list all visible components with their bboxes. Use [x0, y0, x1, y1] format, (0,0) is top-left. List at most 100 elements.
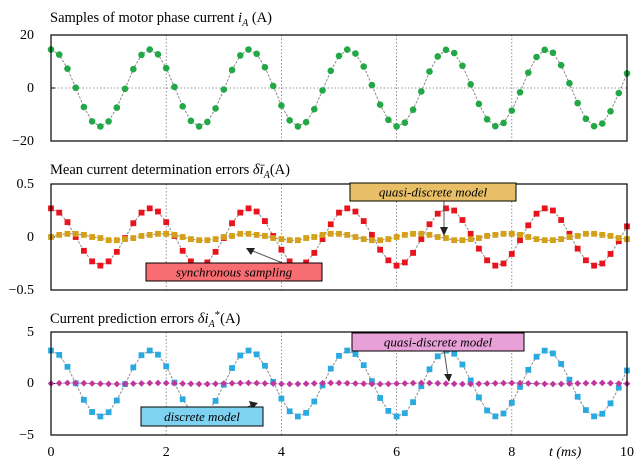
quasi-discrete-model-panel3-point	[475, 380, 483, 388]
synchronous-sampling-panel2-point	[393, 262, 400, 269]
synchronous-sampling-panel2-point	[56, 209, 63, 216]
synchronous-sampling-panel2-point	[434, 210, 441, 217]
annotation-p3-quasi-leader	[443, 349, 449, 378]
discrete-model-panel3-point	[97, 413, 104, 420]
synchronous-sampling-panel2-point	[443, 205, 449, 212]
quasi-discrete-model-panel2-point	[368, 237, 375, 244]
quasi-discrete-model-panel2-point	[615, 235, 622, 241]
quasi-discrete-model-panel2-point	[582, 230, 589, 237]
quasi-discrete-model-panel2-point	[410, 230, 416, 237]
synchronous-sampling-panel2-point	[360, 218, 367, 224]
series-panel1-point	[524, 69, 532, 76]
synchronous-sampling-panel2-point	[105, 258, 112, 265]
discrete-model-panel3-point	[607, 400, 614, 407]
discrete-model-panel3-point	[517, 383, 523, 390]
quasi-discrete-model-panel3-point	[294, 380, 302, 388]
panel3-title: Current prediction errors δiA*(A)	[50, 309, 240, 330]
panel1-ytick-top: 20	[20, 28, 34, 43]
quasi-discrete-model-panel3-point	[269, 380, 277, 387]
synchronous-sampling-panel2-point	[508, 251, 515, 257]
quasi-discrete-model-panel2-point	[89, 234, 96, 240]
discrete-model-panel3-point	[558, 361, 565, 367]
series-panel1-point	[426, 68, 433, 75]
series-panel1-point	[302, 118, 310, 126]
quasi-discrete-model-panel3-point	[500, 379, 507, 387]
quasi-discrete-model-panel2-point	[80, 231, 87, 238]
series-panel1-point	[97, 123, 104, 130]
series-panel1-point	[492, 122, 499, 130]
quasi-discrete-model-panel3-point	[524, 380, 532, 387]
discrete-model-panel3-point	[476, 394, 482, 401]
series-panel1-point	[261, 64, 269, 71]
quasi-discrete-model-panel3-point	[253, 379, 260, 387]
series-panel1-point	[212, 105, 219, 112]
quasi-discrete-model-panel2-point	[319, 231, 326, 238]
synchronous-sampling-panel2-line	[50, 207, 628, 267]
discrete-model-panel3-point	[89, 409, 96, 415]
synchronous-sampling-panel2-point	[245, 205, 252, 212]
synchronous-sampling-panel2-point	[492, 262, 499, 269]
series-panel1-point	[187, 117, 195, 125]
quasi-discrete-model-panel3-point	[80, 379, 88, 387]
quasi-discrete-model-panel2-point	[237, 230, 244, 237]
discrete-model-panel3-point	[599, 410, 606, 417]
discrete-model-panel3-point	[113, 397, 120, 404]
discrete-model-panel3-point	[484, 407, 490, 414]
annotation-p2-quasi-box	[349, 182, 517, 202]
xtick-6: 6	[393, 445, 400, 460]
series-panel1-point	[500, 119, 507, 127]
discrete-model-panel3-point	[541, 347, 548, 354]
synchronous-sampling-panel2-point	[253, 208, 260, 215]
synchronous-sampling-panel2-point	[138, 209, 145, 216]
annotation-p3-quasi-box	[351, 332, 525, 352]
series-panel1-point	[335, 52, 343, 60]
series-panel1-point	[179, 102, 186, 110]
quasi-discrete-model-panel2-point	[344, 231, 351, 238]
quasi-discrete-model-panel3-point	[459, 380, 466, 388]
series-panel1-point	[516, 88, 524, 96]
quasi-discrete-model-panel2-point	[204, 237, 211, 244]
synchronous-sampling-panel2-point	[385, 257, 392, 264]
quasi-discrete-model-panel3-point	[278, 380, 285, 388]
discrete-model-panel3-point	[344, 347, 351, 354]
quasi-discrete-model-panel3-point	[286, 380, 293, 388]
synchronous-sampling-panel2-point	[163, 219, 170, 226]
quasi-discrete-model-panel2-point	[550, 237, 556, 244]
series-panel1-point	[566, 79, 573, 87]
quasi-discrete-model-panel2-point	[188, 236, 194, 243]
synchronous-sampling-panel2-point	[582, 257, 589, 264]
annotation-p2-quasi: quasi-discrete model	[349, 182, 517, 236]
discrete-model-panel3-point	[434, 353, 441, 360]
discrete-model-panel3-point	[286, 408, 293, 415]
quasi-discrete-model-panel2-point	[434, 234, 441, 240]
discrete-model-panel3-point	[64, 363, 71, 370]
series-panel1-point	[310, 105, 318, 113]
series-panel1-point	[376, 101, 384, 108]
synchronous-sampling-panel2-point	[574, 245, 581, 252]
series-panel1-point	[549, 49, 557, 57]
xtick-2: 2	[163, 445, 170, 460]
quasi-discrete-model-panel2-point	[179, 234, 186, 240]
synchronous-sampling-panel2-point	[607, 251, 614, 257]
quasi-discrete-model-panel2-point	[393, 234, 400, 240]
quasi-discrete-model-panel2-point	[525, 234, 532, 240]
quasi-discrete-model-panel3-point	[228, 379, 236, 387]
synchronous-sampling-panel2-point	[319, 236, 326, 243]
quasi-discrete-model-panel3-point	[195, 380, 203, 388]
quasi-discrete-model-panel2-point	[591, 230, 598, 237]
quasi-discrete-model-panel2-point	[253, 231, 260, 238]
synchronous-sampling-panel2-point	[377, 246, 384, 253]
synchronous-sampling-panel2-point	[525, 222, 532, 229]
synchronous-sampling-panel2-point	[401, 259, 408, 266]
quasi-discrete-model-panel3-point	[376, 380, 384, 388]
panel2-frame	[50, 183, 628, 291]
annotation-p2-quasi-arrowhead	[440, 227, 448, 236]
series-panel1-point	[327, 67, 335, 75]
quasi-discrete-model-panel3-point	[319, 379, 326, 387]
quasi-discrete-model-panel3-point	[442, 380, 450, 387]
quasi-discrete-model-panel3-point	[154, 379, 162, 387]
quasi-discrete-model-panel3-point	[385, 380, 392, 388]
synchronous-sampling-panel2-point	[533, 210, 540, 217]
discrete-model-panel3-point	[574, 393, 581, 400]
